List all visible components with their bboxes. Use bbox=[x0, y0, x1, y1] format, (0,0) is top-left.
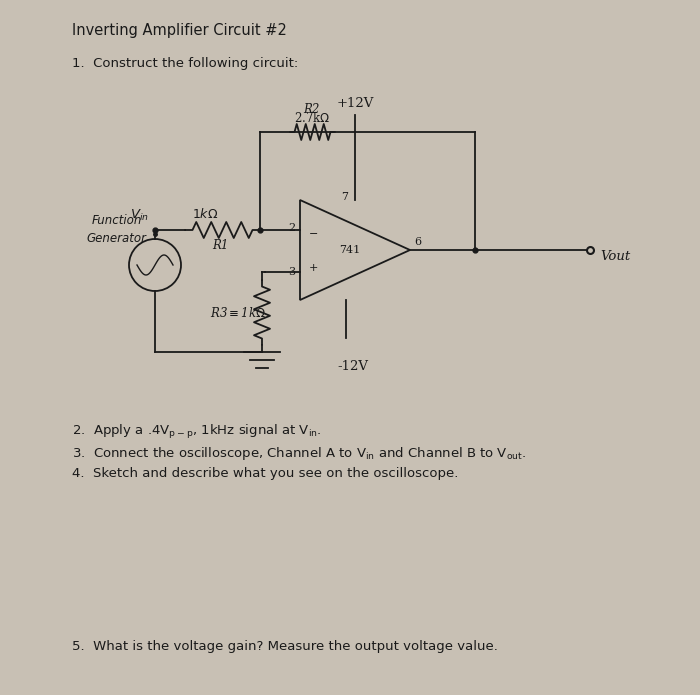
Text: Inverting Amplifier Circuit #2: Inverting Amplifier Circuit #2 bbox=[72, 23, 287, 38]
Text: $-$: $-$ bbox=[308, 227, 318, 237]
Text: 2.7k$\Omega$: 2.7k$\Omega$ bbox=[295, 111, 331, 125]
Text: 2: 2 bbox=[288, 223, 295, 233]
Text: 2.  Apply a .4V$_{\rm p-p}$, 1kHz signal at V$_{\rm in}$.: 2. Apply a .4V$_{\rm p-p}$, 1kHz signal … bbox=[72, 423, 322, 441]
Text: 3.  Connect the oscilloscope, Channel A to V$_{\rm in}$ and Channel B to V$_{\rm: 3. Connect the oscilloscope, Channel A t… bbox=[72, 445, 526, 462]
Text: 1.  Construct the following circuit:: 1. Construct the following circuit: bbox=[72, 57, 298, 70]
Text: 6: 6 bbox=[414, 237, 421, 247]
Text: R3$\equiv$1k$\Omega$: R3$\equiv$1k$\Omega$ bbox=[210, 306, 266, 320]
Text: R2: R2 bbox=[304, 103, 320, 116]
Text: 4.  Sketch and describe what you see on the oscilloscope.: 4. Sketch and describe what you see on t… bbox=[72, 467, 458, 480]
Text: $+$: $+$ bbox=[308, 263, 318, 274]
Text: 741: 741 bbox=[340, 245, 360, 255]
Text: +12V: +12V bbox=[337, 97, 374, 110]
Text: -12V: -12V bbox=[337, 360, 368, 373]
Text: $V_{in}$: $V_{in}$ bbox=[130, 208, 149, 223]
Text: 7: 7 bbox=[342, 192, 349, 202]
Text: R1: R1 bbox=[212, 239, 228, 252]
Text: Vout: Vout bbox=[600, 250, 630, 263]
Text: Generator: Generator bbox=[86, 232, 146, 245]
Text: 5.  What is the voltage gain? Measure the output voltage value.: 5. What is the voltage gain? Measure the… bbox=[72, 640, 498, 653]
Text: $1k\Omega$: $1k\Omega$ bbox=[192, 207, 218, 221]
Text: 3: 3 bbox=[288, 267, 295, 277]
Text: Function: Function bbox=[92, 214, 142, 227]
